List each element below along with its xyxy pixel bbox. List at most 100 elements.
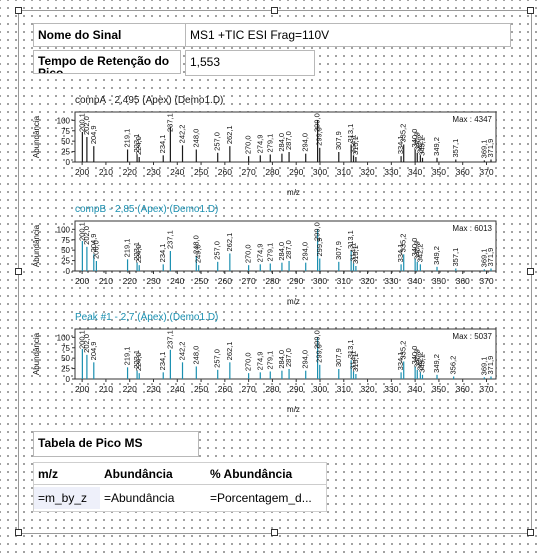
- peak-label: 206,0: [91, 240, 100, 259]
- x-tick-label: 290: [289, 167, 303, 177]
- x-tick-label: 370: [479, 167, 493, 177]
- peak-label: 237,1: [165, 230, 174, 249]
- peak-label: 342,2: [415, 135, 424, 154]
- resize-handle-bottom-left[interactable]: [15, 529, 22, 536]
- peak-label: 257,0: [213, 132, 222, 151]
- x-tick-label: 290: [289, 276, 303, 286]
- peak-label: 315,1: [351, 136, 360, 155]
- plot-area: [74, 220, 497, 272]
- peak-label: 335,2: [399, 234, 408, 253]
- peak-label: 340,9: [412, 241, 421, 260]
- x-tick-label: 240: [170, 384, 184, 394]
- spectrum-chart-compa[interactable]: compA - 2,495 (Apex) (Demo1.D) 0 25 50 75 10…: [30, 95, 504, 203]
- peak-label: 315,1: [351, 245, 360, 264]
- peak-label: 202,0: [82, 334, 91, 353]
- peak-label: 313,1: [346, 339, 355, 358]
- x-axis-label: m/z: [287, 405, 300, 414]
- peak-label: 334,1: [396, 135, 405, 154]
- resize-handle-top-center[interactable]: [271, 7, 278, 14]
- column-header-abundance[interactable]: Abundância: [100, 463, 206, 485]
- peak-label: 342,2: [415, 244, 424, 263]
- x-tick-label: 350: [432, 167, 446, 177]
- resize-handle-bottom-right[interactable]: [527, 529, 534, 536]
- x-tick-label: 310: [337, 276, 351, 286]
- peak-label: 307,9: [334, 241, 343, 260]
- peak-label: 294,0: [301, 242, 310, 261]
- peak-label: 204,9: [89, 342, 98, 361]
- peak-label: 234,1: [158, 244, 167, 263]
- spectrum-chart-compb[interactable]: compB - 2,85 (Apex) (Demo1.D) 0 25 50 75 100…: [30, 204, 504, 312]
- x-tick-label: 240: [170, 167, 184, 177]
- peak-label: 284,0: [277, 133, 286, 152]
- x-tick-label: 230: [146, 384, 160, 394]
- y-tick-label: 50: [61, 137, 70, 146]
- x-tick-label: 250: [194, 167, 208, 177]
- peak-label: 369,1: [479, 357, 488, 376]
- chart-title: Peak #1 - 2,7 (Apex) (Demo1.D): [75, 312, 219, 323]
- x-tick-label: 370: [479, 276, 493, 286]
- signal-name-label[interactable]: Nome do Sinal: [33, 23, 187, 47]
- peak-label: 371,9: [486, 356, 495, 375]
- spectrum-chart-peak1[interactable]: Peak #1 - 2,7 (Apex) (Demo1.D) 0 25 50 75 10…: [30, 312, 504, 420]
- peak-label: 307,9: [334, 348, 343, 367]
- y-tick-label: 50: [61, 354, 70, 363]
- cell-percent-abundance-expression[interactable]: =Porcentagem_d...: [206, 487, 326, 509]
- peak-label: 294,0: [301, 133, 310, 152]
- peak-label: 314,1: [349, 135, 358, 154]
- peak-label: 200,1: [77, 113, 86, 132]
- peak-label: 287,0: [284, 131, 293, 150]
- peak-label: 349,2: [432, 354, 441, 373]
- x-tick-label: 310: [337, 167, 351, 177]
- column-header-percent-abundance[interactable]: % Abundância: [206, 463, 326, 485]
- peak-label: 262,1: [225, 233, 234, 252]
- peak-label: 270,0: [244, 244, 253, 263]
- resize-handle-top-left[interactable]: [15, 7, 22, 14]
- peak-label: 237,1: [165, 330, 174, 349]
- x-tick-label: 250: [194, 276, 208, 286]
- x-tick-label: 220: [123, 167, 137, 177]
- y-tick-label: 100: [57, 333, 71, 342]
- peak-label: 299,9: [315, 238, 324, 257]
- peak-table[interactable]: m/z Abundância % Abundância =m_by_z =Abu…: [33, 462, 327, 512]
- peak-label: 223,1: [132, 242, 141, 261]
- x-tick-label: 210: [99, 384, 113, 394]
- peak-label: 223,1: [132, 134, 141, 153]
- cell-abundance-expression[interactable]: =Abundância: [100, 487, 206, 509]
- x-tick-label: 330: [384, 167, 398, 177]
- retention-time-value[interactable]: 1,553: [185, 50, 315, 76]
- resize-handle-middle-right[interactable]: [527, 268, 534, 275]
- resize-handle-middle-left[interactable]: [15, 268, 22, 275]
- peak-label: 314,1: [349, 351, 358, 370]
- y-tick-label: 0: [66, 375, 71, 384]
- column-header-mz[interactable]: m/z: [34, 463, 100, 485]
- chart-title: compB - 2,85 (Apex) (Demo1.D): [75, 204, 219, 215]
- peak-label: 307,9: [334, 131, 343, 150]
- peak-label: 237,1: [165, 113, 174, 132]
- x-tick-label: 230: [146, 167, 160, 177]
- y-tick-label: 25: [61, 257, 70, 266]
- peak-label: 202,0: [82, 116, 91, 135]
- peak-label: 299,9: [315, 127, 324, 146]
- peak-label: 219,1: [123, 347, 132, 366]
- signal-name-value[interactable]: MS1 +TIC ESI Frag=110V: [185, 23, 511, 47]
- peak-label: 356,2: [449, 356, 458, 375]
- x-tick-label: 300: [313, 384, 327, 394]
- retention-time-label[interactable]: Tempo de Retenção do Pico: [33, 50, 181, 74]
- resize-handle-top-right[interactable]: [527, 7, 534, 14]
- peak-table-title[interactable]: Tabela de Pico MS: [33, 431, 199, 457]
- x-tick-label: 290: [289, 384, 303, 394]
- x-tick-label: 340: [408, 384, 422, 394]
- peak-label: 299,9: [315, 344, 324, 363]
- peak-label: 270,0: [244, 352, 253, 371]
- x-tick-label: 250: [194, 384, 208, 394]
- peak-label: 299,0: [313, 222, 322, 241]
- peak-label: 274,9: [255, 352, 264, 371]
- y-tick-label: 50: [61, 246, 70, 255]
- cell-mz-expression[interactable]: =m_by_z: [34, 487, 100, 509]
- peak-label: 257,0: [213, 349, 222, 368]
- plot-area: [74, 111, 497, 163]
- x-tick-label: 270: [242, 276, 256, 286]
- x-tick-label: 240: [170, 276, 184, 286]
- resize-handle-bottom-center[interactable]: [271, 529, 278, 536]
- peak-label: 334,1: [396, 352, 405, 371]
